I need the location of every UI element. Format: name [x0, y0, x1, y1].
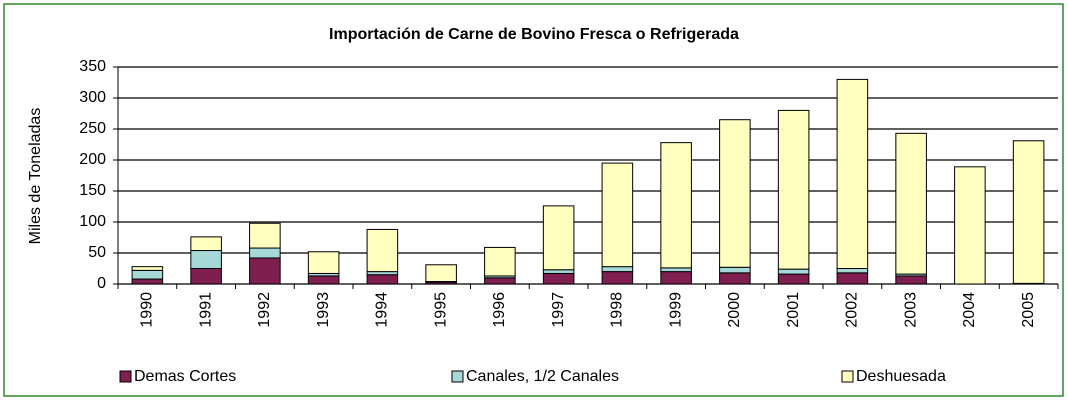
bar-segment: [131, 269, 164, 280]
bar-segment: [660, 271, 692, 285]
bar-segment: [836, 78, 869, 270]
x-tick-label: 1992: [256, 292, 273, 328]
bar-segment: [542, 272, 575, 285]
bar-segment: [307, 251, 340, 274]
chart-border: [3, 3, 1064, 397]
x-tick-label: 1997: [550, 292, 567, 328]
y-tick-label: 0: [97, 275, 106, 292]
legend-swatch: [119, 370, 132, 383]
legend-label: Deshuesada: [856, 368, 946, 385]
x-tick-label: 2000: [726, 292, 743, 328]
x-tick-label: 1994: [374, 292, 391, 328]
x-tick-label: 2002: [844, 292, 861, 328]
x-tick-label: 1998: [609, 292, 626, 328]
y-axis-label: Miles de Toneladas: [27, 108, 44, 245]
bar-segment: [895, 132, 927, 275]
x-tick-label: 2004: [961, 292, 978, 328]
x-tick-label: 1990: [139, 292, 156, 328]
legend-swatch: [451, 370, 464, 383]
bar-segment: [484, 277, 516, 285]
bar-segment: [190, 250, 222, 270]
legend-label: Demas Cortes: [134, 368, 236, 385]
bar-segment: [719, 266, 751, 274]
x-tick-label: 2005: [1020, 292, 1037, 328]
bar-segment: [249, 222, 281, 249]
bar-segment: [1012, 140, 1045, 284]
bar-segment: [895, 275, 927, 285]
bar-segment: [601, 266, 634, 273]
bar-segment: [307, 275, 340, 285]
x-tick-label: 1991: [197, 292, 214, 328]
y-tick-label: 100: [79, 213, 106, 230]
bar-segment: [836, 272, 869, 285]
x-tick-label: 1995: [432, 292, 449, 328]
x-tick-label: 2003: [902, 292, 919, 328]
bar-segment: [660, 142, 692, 269]
bar-segment: [954, 166, 986, 285]
bar-segment: [660, 267, 692, 273]
y-tick-label: 350: [79, 58, 106, 75]
bar-segment: [249, 247, 281, 259]
y-tick-label: 50: [88, 244, 106, 261]
bar-segment: [777, 109, 810, 270]
bar-segment: [719, 272, 751, 285]
legend-label: Canales, 1/2 Canales: [466, 368, 619, 385]
legend-swatch: [841, 370, 854, 383]
bar-segment: [366, 274, 399, 285]
bar-segment: [131, 266, 164, 271]
bar-segment: [131, 278, 164, 285]
bar-segment: [777, 273, 810, 285]
x-tick-label: 2001: [785, 292, 802, 328]
bar-segment: [777, 268, 810, 275]
bar-segment: [425, 264, 457, 283]
bar-segment: [542, 205, 575, 271]
bar-segment: [601, 271, 634, 285]
x-tick-label: 1993: [315, 292, 332, 328]
bar-segment: [542, 269, 575, 274]
bar-segment: [366, 228, 399, 273]
x-tick-label: 1996: [491, 292, 508, 328]
bar-segment: [601, 162, 634, 268]
y-tick-label: 150: [79, 182, 106, 199]
bar-segment: [190, 268, 222, 285]
bar-segment: [249, 257, 281, 285]
chart-title: Importación de Carne de Bovino Fresca o …: [329, 26, 739, 43]
bar-segment: [190, 236, 222, 252]
x-tick-label: 1999: [667, 292, 684, 328]
y-tick-label: 300: [79, 89, 106, 106]
bar-segment: [836, 268, 869, 274]
y-tick-label: 200: [79, 151, 106, 168]
y-tick-label: 250: [79, 120, 106, 137]
bar-segment: [484, 246, 516, 277]
bar-segment: [719, 119, 751, 268]
